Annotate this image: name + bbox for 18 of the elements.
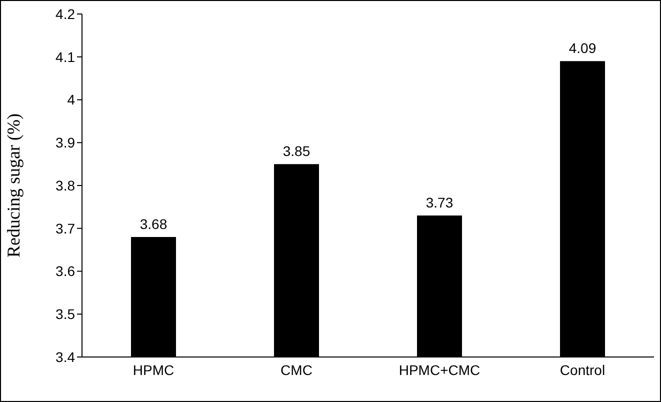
x-tick-label: HPMC+CMC: [398, 362, 480, 378]
data-label: 3.68: [140, 216, 168, 232]
x-tick-label: CMC: [280, 362, 312, 378]
y-axis-title: Reducing sugar (%): [3, 114, 24, 258]
y-tick-label: 3.4: [56, 348, 76, 365]
y-tick-label: 3.8: [56, 177, 76, 194]
data-label: 4.09: [568, 40, 596, 56]
x-tick-label: Control: [560, 362, 606, 378]
y-tick-label: 3.6: [56, 263, 76, 280]
y-tick-label: 3.7: [56, 220, 76, 236]
y-tick-label: 4.1: [56, 48, 76, 65]
y-tick-label: 4.2: [56, 6, 76, 22]
y-tick-label: 3.9: [56, 134, 76, 151]
x-tick-label: HPMC: [132, 362, 174, 378]
data-label: 3.85: [282, 143, 310, 160]
data-label: 3.73: [426, 194, 454, 211]
y-tick-label: 4: [67, 92, 76, 108]
y-tick-label: 3.5: [56, 306, 76, 322]
